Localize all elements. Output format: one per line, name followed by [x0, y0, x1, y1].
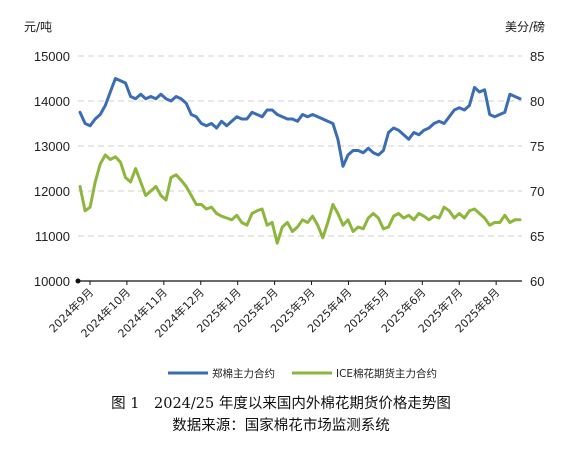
- x-axis: 2024年9月2024年10月2024年11月2024年12月2025年1月20…: [46, 278, 522, 340]
- left-tick-label: 12000: [34, 184, 70, 199]
- left-tick-label: 14000: [34, 94, 70, 109]
- legend: 郑棉主力合约 ICE棉花期货主力合约: [168, 367, 437, 380]
- series-lines: [78, 77, 522, 245]
- right-tick-label: 75: [530, 139, 544, 154]
- x-axis-origin-dot: [75, 278, 81, 284]
- left-axis-ticks: 15000 14000 13000 12000 11000 10000: [34, 49, 70, 289]
- figure-caption-source: 数据来源：国家棉花市场监测系统: [172, 418, 390, 434]
- right-axis-unit: 美分/磅: [505, 19, 545, 34]
- left-tick-label: 13000: [34, 139, 70, 154]
- left-tick-label: 11000: [35, 229, 70, 244]
- right-tick-label: 85: [530, 49, 544, 64]
- left-tick-label: 10000: [34, 274, 70, 289]
- left-axis-unit: 元/吨: [24, 20, 52, 34]
- series-line-ice: [78, 153, 522, 245]
- right-tick-label: 60: [530, 274, 544, 289]
- right-tick-label: 70: [530, 184, 544, 199]
- series-line-zhengmian: [78, 77, 522, 168]
- gridlines: [78, 55, 522, 237]
- left-tick-label: 15000: [34, 49, 70, 64]
- right-axis-ticks: 85 80 75 70 65 60: [530, 49, 544, 289]
- right-tick-label: 65: [530, 229, 544, 244]
- legend-label-zhengmian: 郑棉主力合约: [212, 367, 275, 380]
- right-tick-label: 80: [530, 94, 544, 109]
- legend-label-ice: ICE棉花期货主力合约: [336, 367, 437, 380]
- figure-caption-title: 图 1 2024/25 年度以来国内外棉花期货价格走势图: [111, 396, 451, 412]
- chart: 元/吨 美分/磅 150001400013000120001100010000 …: [24, 19, 545, 380]
